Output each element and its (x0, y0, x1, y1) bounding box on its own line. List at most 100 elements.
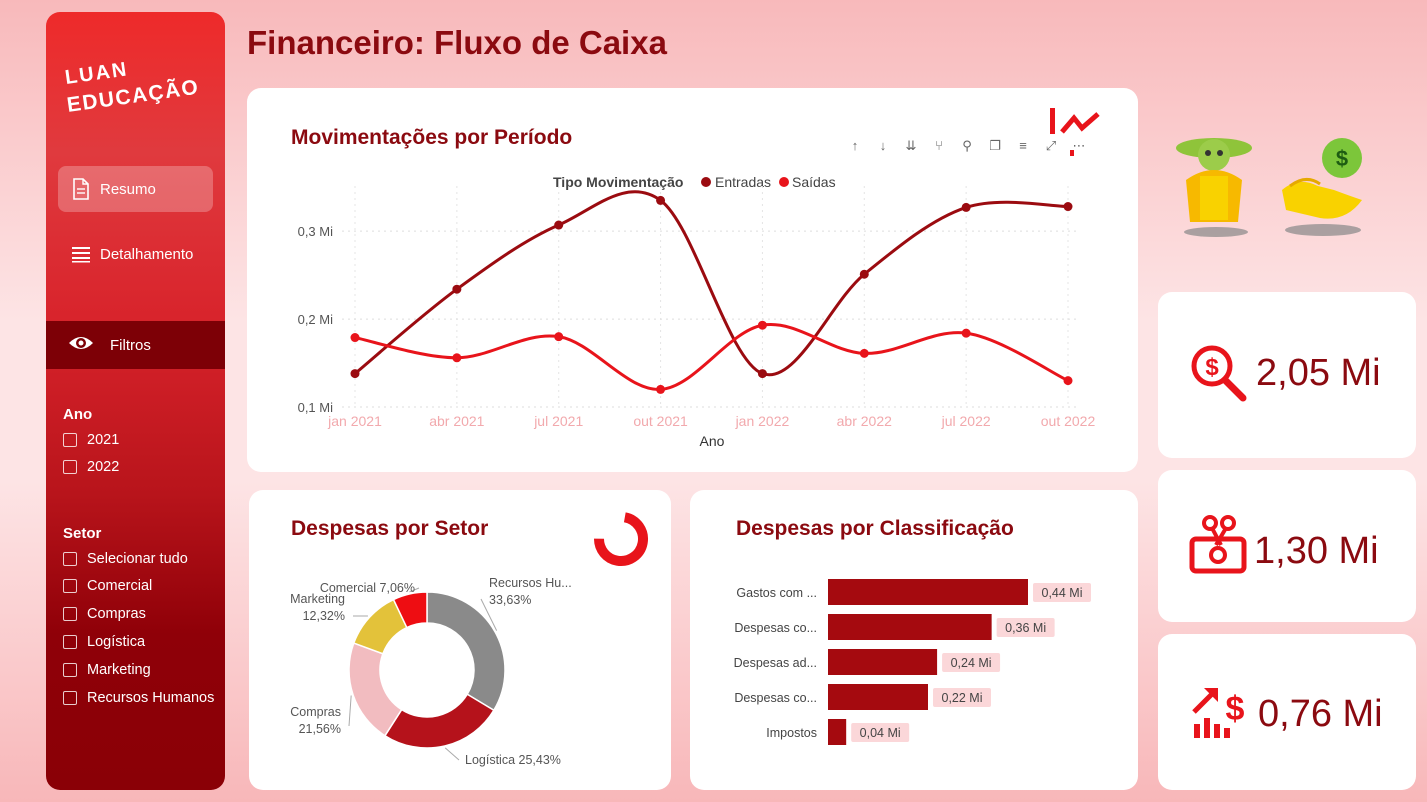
data-point (554, 332, 564, 342)
bar-value-bg (942, 653, 1001, 672)
bar-category-label: Despesas ad... (734, 656, 817, 670)
checkbox[interactable] (63, 460, 77, 474)
setor-option-compras[interactable]: Compras (63, 606, 146, 622)
bar (828, 614, 992, 640)
leader-line (444, 747, 460, 761)
option-label: Comercial (87, 578, 153, 594)
x-tick-label: jul 2022 (941, 413, 991, 429)
filters-header[interactable]: Filtros (46, 321, 225, 369)
x-axis-title: Ano (700, 433, 725, 449)
nav-detalhamento[interactable]: Detalhamento (58, 231, 213, 277)
checkbox[interactable] (63, 433, 77, 447)
document-icon (70, 178, 92, 200)
slice-name: Compras (290, 705, 341, 719)
more-icon[interactable]: ⋯ (1072, 138, 1086, 153)
checkbox[interactable] (63, 635, 77, 649)
legend-saidas: Saídas (792, 174, 836, 190)
pie-chart-title: Despesas por Setor (291, 517, 489, 540)
ano-option-2021[interactable]: 2021 (63, 432, 119, 448)
nav-detalhamento-label: Detalhamento (100, 245, 194, 263)
bar-value-label: 0,22 Mi (942, 691, 983, 705)
bar-value-label: 0,24 Mi (951, 656, 992, 670)
data-point (757, 320, 767, 330)
arrow-down-icon[interactable]: ↓ (879, 138, 887, 153)
logo: LUAN EDUCAÇÃO (64, 58, 201, 117)
checkbox[interactable] (63, 691, 77, 705)
bar-category-label: Despesas co... (734, 691, 817, 705)
setor-option-marketing[interactable]: Marketing (63, 662, 151, 678)
bar (828, 579, 1028, 605)
bar-chart-title: Despesas por Classificação (736, 517, 1014, 540)
nav-resumo[interactable]: Resumo (58, 166, 213, 212)
x-tick-label: jul 2021 (533, 413, 583, 429)
x-tick-label: out 2021 (633, 413, 688, 429)
option-label: Marketing (87, 662, 151, 678)
option-label: 2022 (87, 459, 120, 475)
data-point (961, 202, 971, 212)
line-chart-title: Movimentações por Período (291, 126, 573, 149)
bar-value-bg (996, 618, 1055, 637)
double-arrow-down-icon[interactable]: ⇊ (905, 138, 917, 153)
logo-line1: LUAN (64, 58, 130, 89)
donut-logo-icon (594, 512, 648, 566)
sidebar: LUAN EDUCAÇÃO Resumo Detalhamento Filtro… (46, 12, 225, 790)
kpi-card-3 (1158, 634, 1416, 790)
ano-option-2022[interactable]: 2022 (63, 459, 119, 475)
data-point (452, 284, 462, 294)
data-point (656, 384, 666, 394)
bar-value-label: 0,44 Mi (1042, 586, 1083, 600)
visual-toolbar: ↑ ↓ ⇊ ⑂ ⚲ ❐ ≡ ⤢ ⋯ (846, 138, 1088, 154)
bar-value-bg (851, 723, 910, 742)
copy-icon[interactable]: ❐ (989, 138, 1001, 153)
data-point (452, 353, 462, 363)
money-search-icon: $ (1191, 345, 1247, 402)
data-point (859, 348, 869, 358)
setor-option-all[interactable]: Selecionar tudo (63, 551, 188, 567)
line-chart-logo-icon (1050, 108, 1100, 156)
nav-resumo-label: Resumo (100, 180, 156, 198)
y-tick-label: 0,2 Mi (298, 312, 334, 327)
ano-filter-title: Ano (63, 406, 93, 423)
data-point (961, 328, 971, 338)
x-tick-label: abr 2022 (837, 413, 892, 429)
legend-entradas: Entradas (715, 174, 771, 190)
data-point (1063, 376, 1073, 386)
setor-option-logistica[interactable]: Logística (63, 634, 145, 650)
bar-value-label: 0,04 Mi (860, 726, 901, 740)
checkbox[interactable] (63, 552, 77, 566)
setor-filter-title: Setor (63, 525, 102, 542)
series-line-entradas (354, 190, 1069, 377)
x-tick-label: abr 2021 (429, 413, 484, 429)
bar (828, 684, 928, 710)
svg-text:$: $ (1226, 690, 1245, 728)
donut-slice (383, 693, 495, 749)
fork-icon[interactable]: ⑂ (935, 138, 943, 153)
kpi-card-2 (1158, 470, 1416, 622)
bar-category-label: Gastos com ... (736, 586, 817, 600)
checkbox[interactable] (63, 607, 77, 621)
focus-icon[interactable]: ⤢ (1045, 138, 1057, 153)
list-icon (70, 243, 92, 265)
svg-text:$: $ (1336, 146, 1348, 171)
filters-label: Filtros (110, 336, 151, 354)
option-label: Logística (87, 634, 146, 650)
series-line-saídas (354, 323, 1069, 391)
setor-option-comercial[interactable]: Comercial (63, 578, 152, 594)
kpi-card-1 (1158, 292, 1416, 458)
bar-chart: Gastos com ... 0,44 Mi Despesas co... 0,36 … (734, 579, 1091, 745)
data-point (656, 195, 666, 205)
arrow-up-icon[interactable]: ↑ (851, 138, 859, 153)
checkbox[interactable] (63, 663, 77, 677)
slice-label: Logística 25,43% (465, 753, 561, 767)
slice-percent: 12,32% (303, 609, 345, 623)
checkbox[interactable] (63, 579, 77, 593)
kpi-value-2: 1,30 Mi (1254, 530, 1379, 572)
pin-icon[interactable]: ⚲ (962, 138, 972, 153)
y-tick-label: 0,1 Mi (298, 400, 334, 415)
data-point (1063, 202, 1073, 212)
setor-option-rh[interactable]: Recursos Humanos (63, 690, 214, 706)
bar-value-bg (1033, 583, 1091, 602)
filter-icon[interactable]: ≡ (1019, 138, 1027, 153)
x-tick-label: out 2022 (1041, 413, 1096, 429)
pie-chart: Recursos Hu... 33,63% Logística 25,43% Comp… (290, 576, 572, 767)
